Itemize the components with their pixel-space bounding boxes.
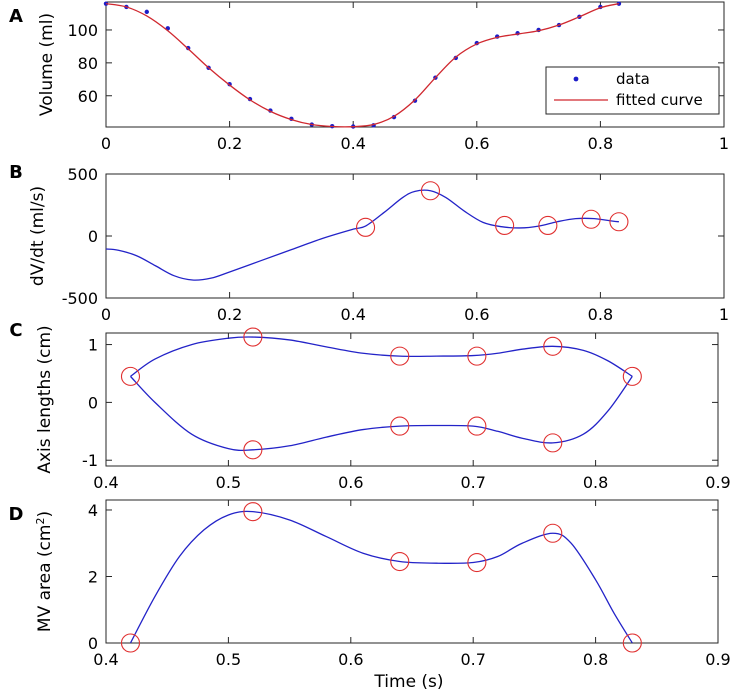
series-line-fitted-curve <box>105 3 620 128</box>
x-tick-label: 0.2 <box>217 134 242 153</box>
y-tick-label: 4 <box>88 501 98 520</box>
marker-circle <box>581 209 601 229</box>
marker-circle <box>390 551 410 572</box>
y-tick-label: 2 <box>88 567 98 586</box>
x-tick-label: 1 <box>719 305 729 324</box>
x-tick-label: 0 <box>101 305 111 324</box>
x-tick-label: 0.6 <box>464 305 489 324</box>
y-axis-label: MV area (cm2) <box>34 511 56 632</box>
x-tick-label: 0.6 <box>464 134 489 153</box>
y-axis-label: Volume (ml) <box>37 13 57 116</box>
marker-circle <box>420 181 441 201</box>
y-tick-label: 0 <box>88 634 98 653</box>
x-tick-label: 0.4 <box>93 473 118 492</box>
marker-circle <box>609 212 629 232</box>
x-tick-label: 0.9 <box>705 650 730 669</box>
marker-circle <box>243 327 263 347</box>
y-tick-label: -500 <box>62 289 98 308</box>
y-tick-label: -1 <box>82 451 98 470</box>
marker-circle <box>390 346 410 366</box>
x-tick-label: 0.6 <box>338 650 363 669</box>
y-axis-label: dV/dt (ml/s) <box>28 186 48 286</box>
x-tick-label: 0.4 <box>93 650 118 669</box>
x-tick-label: 0.5 <box>216 650 241 669</box>
marker-circle <box>243 502 263 522</box>
marker-circle <box>622 633 642 653</box>
legend-label-fitted: fitted curve <box>616 91 703 109</box>
x-tick-label: 0.2 <box>217 305 242 324</box>
x-tick-label: 0.8 <box>588 305 613 324</box>
panel-d: D 0.4 0.5 0.6 0.7 0.8 0.9 0 2 4 MV area (cm2) Time … <box>9 499 731 692</box>
data-point <box>144 9 149 15</box>
marker-circle <box>543 523 563 543</box>
marker-circle <box>356 217 376 237</box>
series-line-mv-area <box>129 510 633 644</box>
legend-label-data: data <box>616 70 650 88</box>
x-axis-label: Time (s) <box>373 672 443 692</box>
x-tick-label: 0.6 <box>338 473 363 492</box>
y-tick-label: 60 <box>78 87 98 106</box>
y-tick-label: 500 <box>67 165 98 184</box>
marker-circle <box>495 215 515 236</box>
marker-circle <box>543 433 563 453</box>
marker-circle <box>467 552 487 573</box>
series-line-dv-dt <box>105 189 620 281</box>
x-tick-label: 0.4 <box>340 134 365 153</box>
legend-box <box>545 66 720 115</box>
axes-box <box>105 332 719 467</box>
x-tick-label: 0.7 <box>460 473 485 492</box>
x-tick-label: 1 <box>719 134 729 153</box>
marker-circle <box>467 346 487 366</box>
panel-letter: A <box>9 6 23 27</box>
y-tick-label: 100 <box>67 21 98 40</box>
panel-letter: C <box>9 320 22 341</box>
x-tick-label: 0 <box>101 134 111 153</box>
x-tick-label: 0.8 <box>583 473 608 492</box>
series-line-lower-axis <box>130 375 633 452</box>
x-tick-label: 0.4 <box>340 305 365 324</box>
panel-letter: B <box>9 162 23 183</box>
series-line-upper-axis <box>130 336 633 377</box>
panel-letter: D <box>9 504 24 525</box>
marker-circle <box>538 215 558 236</box>
y-axis-label: Axis lengths (cm) <box>35 325 55 473</box>
marker-circle <box>543 336 563 356</box>
x-tick-label: 0.8 <box>588 134 613 153</box>
marker-circle <box>120 366 141 386</box>
x-tick-label: 0.9 <box>705 473 730 492</box>
y-tick-label: 1 <box>88 336 98 355</box>
axes-box <box>105 1 725 128</box>
marker-circle <box>243 440 263 460</box>
axes-box <box>105 499 719 644</box>
y-tick-label: 0 <box>88 227 98 246</box>
legend-marker-data <box>573 76 579 82</box>
panel-c: C 0.4 0.5 0.6 0.7 0.8 0.9 -1 0 1 Axis lengths (cm) <box>9 320 730 492</box>
x-tick-label: 0.7 <box>460 650 485 669</box>
x-tick-label: 0.5 <box>216 473 241 492</box>
y-tick-label: 80 <box>78 54 98 73</box>
marker-circle <box>120 633 141 653</box>
x-tick-label: 0.8 <box>583 650 608 669</box>
marker-circle <box>622 366 642 386</box>
y-tick-label: 0 <box>88 393 98 412</box>
marker-circle <box>467 416 487 436</box>
marker-circle <box>390 416 410 436</box>
panel-a: A 0 0.2 0.4 0.6 0.8 1 60 80 100 Volume (ml) data fit… <box>9 1 729 153</box>
